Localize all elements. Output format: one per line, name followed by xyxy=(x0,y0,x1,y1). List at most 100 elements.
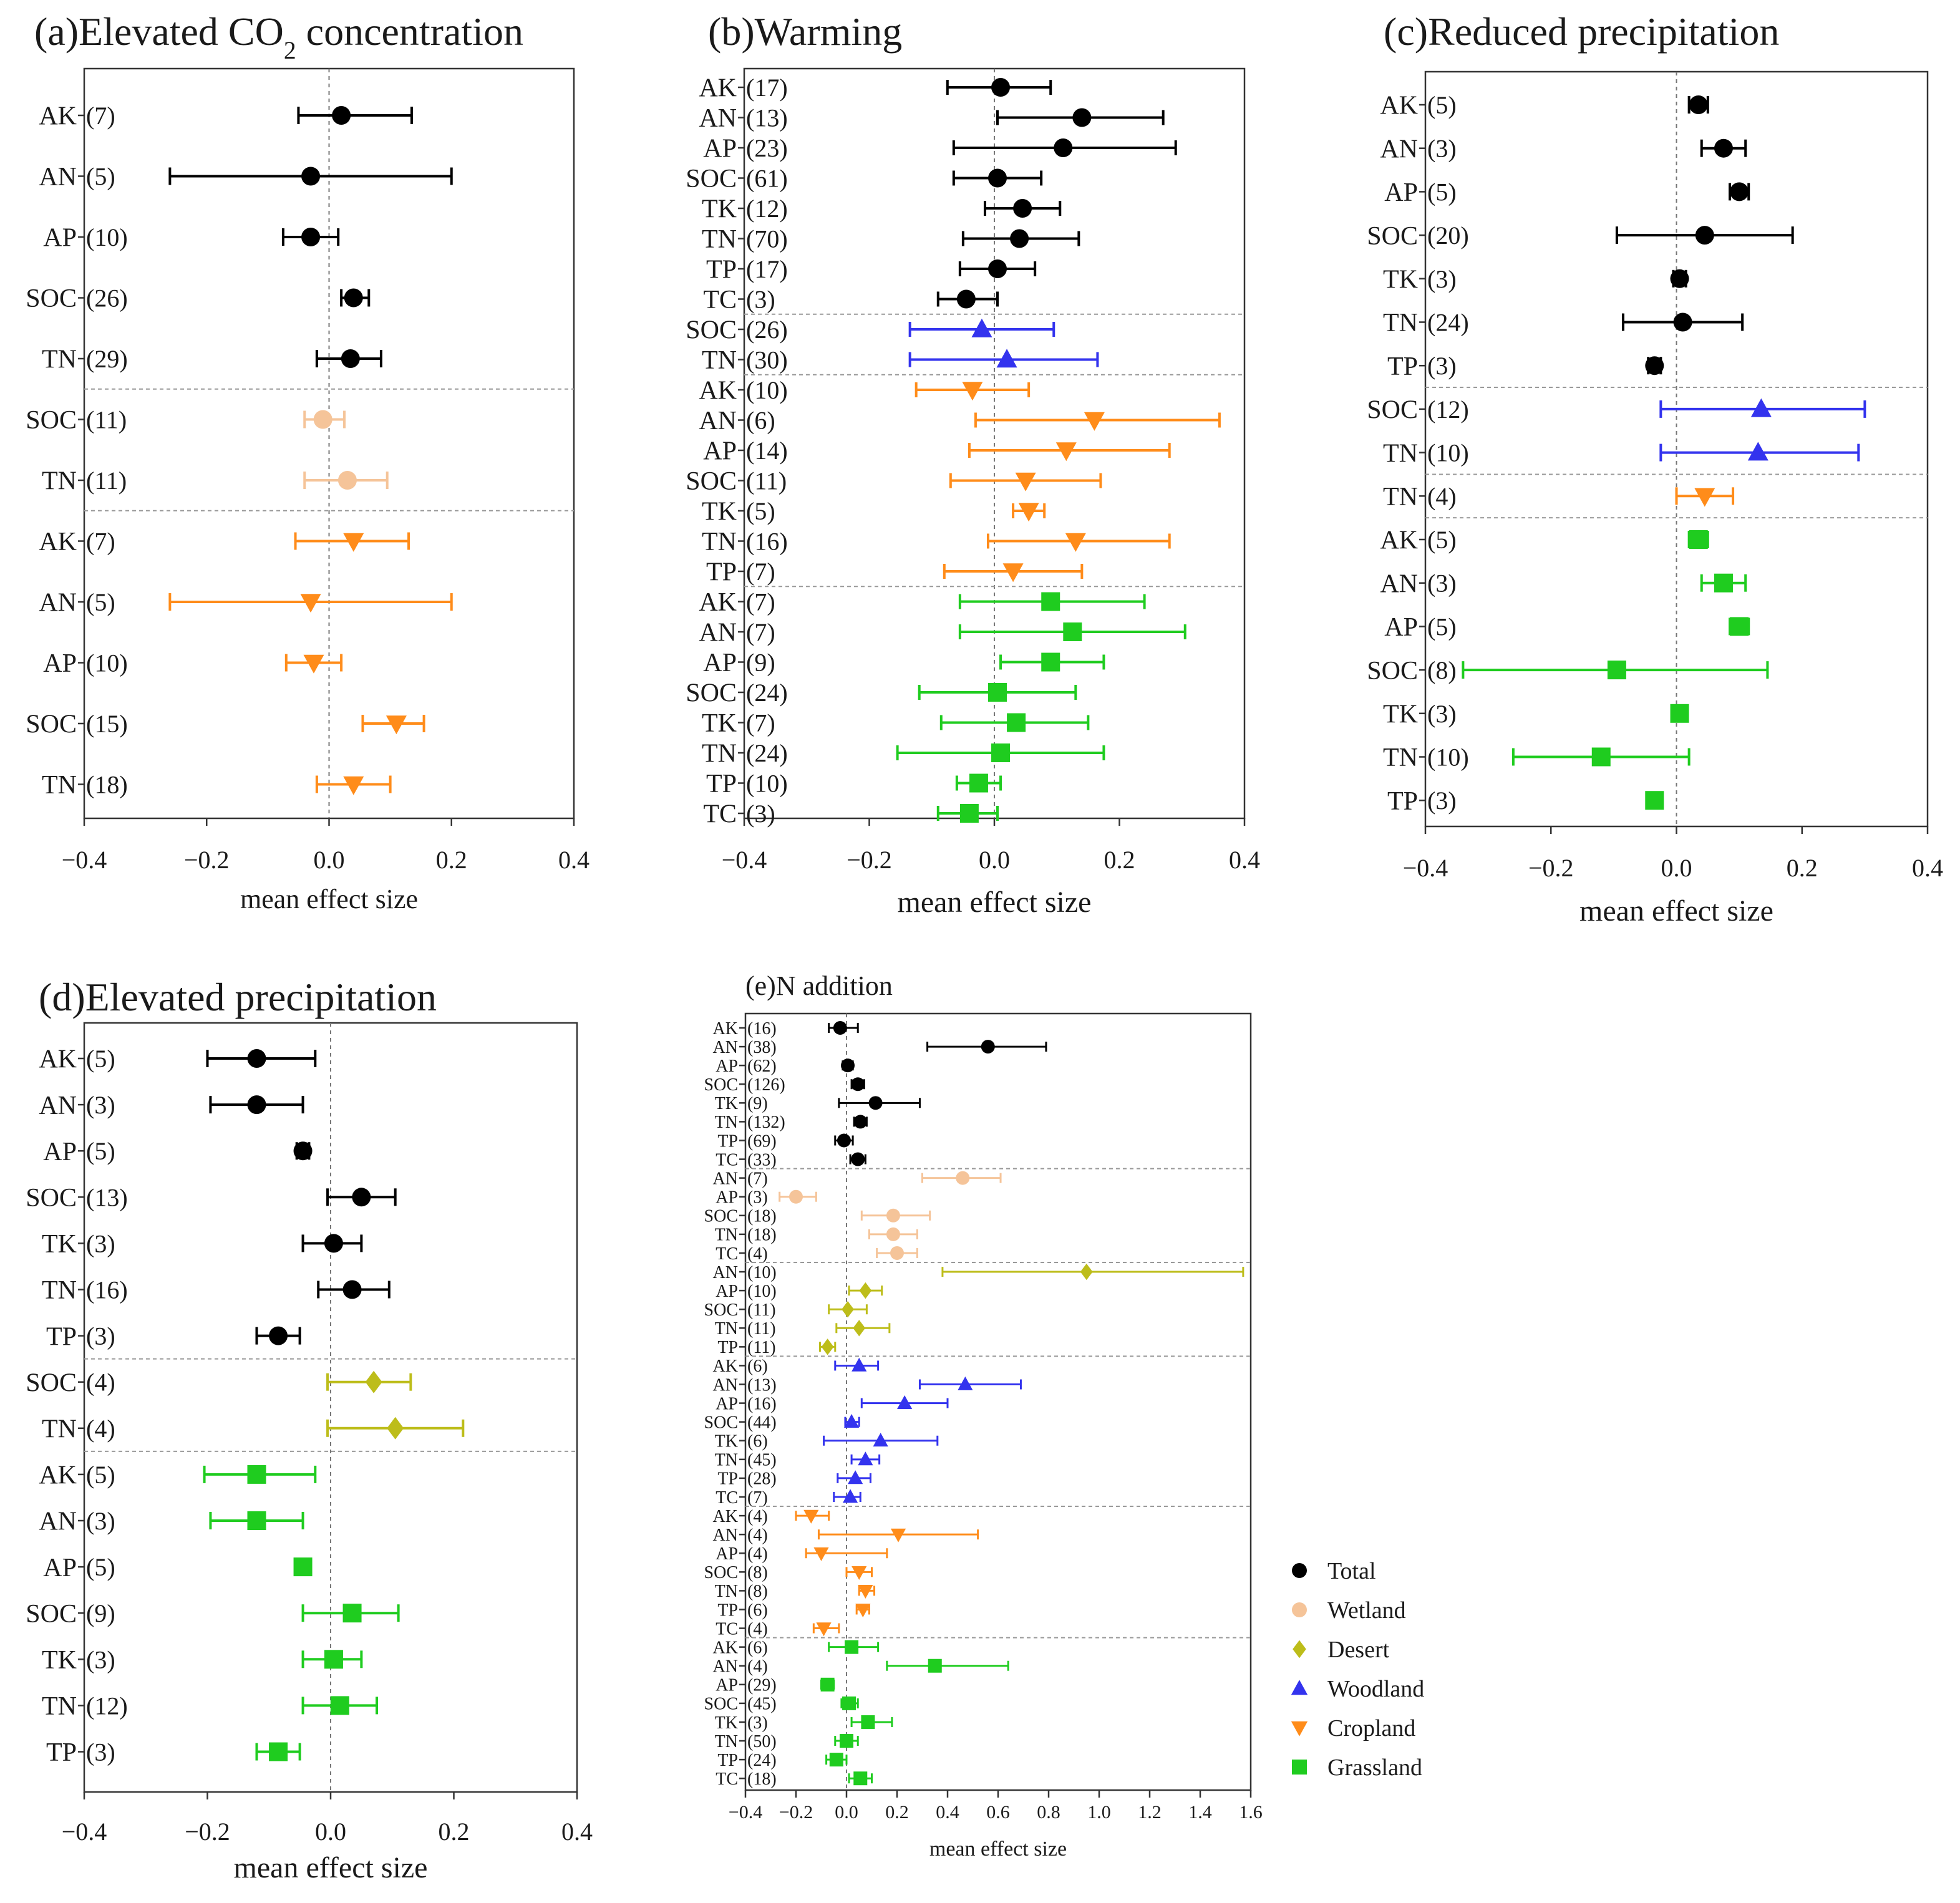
panel-e-frame xyxy=(744,1012,1252,1791)
mean-marker xyxy=(996,349,1017,368)
row-sample-size: (5) xyxy=(1427,613,1457,641)
row-label: AK xyxy=(1380,526,1418,555)
mean-marker xyxy=(365,1370,382,1393)
row-label: AK xyxy=(39,1461,77,1490)
x-tick-label: 0.6 xyxy=(986,1802,1010,1823)
row-sample-size: (10) xyxy=(86,223,128,251)
legend: Total Wetland Desert Woodland Cropland Grassl… xyxy=(1291,1558,1424,1781)
row-sample-size: (24) xyxy=(747,1751,777,1770)
title-subscript: 2 xyxy=(284,37,296,64)
row-sample-size: (13) xyxy=(86,1183,128,1211)
x-axis-label: mean effect size xyxy=(1579,894,1773,927)
row-label: AK xyxy=(39,528,77,556)
panel-b: (b)Warming −0.4 −0.2 0.0 0.2 0.4 mean effect s… xyxy=(686,9,1260,919)
mean-marker xyxy=(988,259,1007,278)
row-sample-size: (29) xyxy=(86,345,128,373)
mean-marker xyxy=(842,1696,856,1710)
row-label: TP xyxy=(717,1600,738,1620)
mean-marker xyxy=(247,1049,266,1068)
mean-marker xyxy=(1018,503,1039,522)
x-tick-label: −0.4 xyxy=(1403,854,1448,882)
mean-marker xyxy=(958,1376,973,1390)
row-label: AP xyxy=(1384,178,1418,207)
row-sample-size: (12) xyxy=(1427,395,1469,424)
row-sample-size: (3) xyxy=(86,1738,115,1766)
row-label: AK xyxy=(39,102,77,131)
row-label: AP xyxy=(703,649,737,677)
panel-e: (e)N addition −0.4 −0.2 0.0 0.2 0.4 0.6 0.8 1.0 1… xyxy=(704,971,1263,1861)
mean-marker xyxy=(387,1416,404,1440)
x-tick-label: 0.0 xyxy=(314,846,345,874)
row-label: TN xyxy=(42,467,77,496)
row-sample-size: (3) xyxy=(1427,135,1457,163)
row-sample-size: (3) xyxy=(747,1713,768,1733)
row-label: TP xyxy=(1387,352,1418,381)
row-sample-size: (14) xyxy=(746,437,788,465)
row-sample-size: (3) xyxy=(1427,787,1457,815)
row-label: TN xyxy=(1383,309,1418,337)
legend-marker xyxy=(1292,1563,1307,1578)
row-sample-size: (10) xyxy=(86,649,128,677)
mean-marker xyxy=(861,1715,875,1729)
row-label: SOC xyxy=(1367,396,1418,425)
row-label: TN xyxy=(42,771,77,800)
mean-marker xyxy=(1670,269,1689,288)
row-label: AP xyxy=(43,649,77,678)
mean-marker xyxy=(1730,182,1749,201)
panel-d-title: (d)Elevated precipitation xyxy=(39,975,437,1019)
row-label: TC xyxy=(716,1150,738,1169)
legend-label: Grassland xyxy=(1327,1755,1422,1781)
row-label: TP xyxy=(706,770,737,798)
row-sample-size: (4) xyxy=(86,1415,115,1443)
x-tick-label: 0.2 xyxy=(439,1818,470,1846)
mean-marker xyxy=(897,1395,913,1409)
mean-marker xyxy=(868,1096,883,1110)
mean-marker xyxy=(842,1301,854,1318)
row-sample-size: (10) xyxy=(746,770,788,798)
row-label: TP xyxy=(717,1470,738,1489)
row-sample-size: (4) xyxy=(747,1657,768,1677)
row-sample-size: (18) xyxy=(86,771,128,799)
mean-marker xyxy=(301,167,321,186)
x-axis-label: mean effect size xyxy=(898,886,1092,919)
row-sample-size: (62) xyxy=(747,1057,777,1076)
row-sample-size: (17) xyxy=(746,255,788,283)
row-sample-size: (7) xyxy=(746,588,775,616)
row-label: AP xyxy=(716,1188,738,1208)
row-label: AP xyxy=(43,1554,77,1582)
mean-marker xyxy=(1591,747,1611,767)
row-sample-size: (18) xyxy=(747,1226,777,1245)
mean-marker xyxy=(1055,442,1077,462)
mean-marker xyxy=(1689,530,1708,549)
row-sample-size: (9) xyxy=(746,649,775,677)
row-label: AK xyxy=(713,1357,738,1376)
row-label: TP xyxy=(706,558,737,587)
row-label: SOC xyxy=(686,467,737,496)
x-tick-label: 0.4 xyxy=(1229,846,1260,874)
row-sample-size: (10) xyxy=(746,376,788,404)
row-sample-size: (6) xyxy=(747,1357,768,1376)
mean-marker xyxy=(1670,704,1689,723)
mean-marker xyxy=(816,1622,832,1637)
row-sample-size: (7) xyxy=(746,558,775,586)
row-label: AK xyxy=(713,1507,738,1526)
mean-marker xyxy=(343,776,364,795)
row-label: AK xyxy=(713,1019,738,1039)
row-sample-size: (18) xyxy=(747,1770,777,1789)
row-sample-size: (3) xyxy=(747,1188,768,1208)
row-label: SOC xyxy=(1367,657,1418,685)
mean-marker xyxy=(324,1650,343,1669)
row-sample-size: (70) xyxy=(746,225,788,253)
row-sample-size: (16) xyxy=(747,1019,777,1039)
mean-marker xyxy=(959,804,979,823)
mean-marker xyxy=(301,228,321,246)
mean-marker xyxy=(303,654,324,674)
row-label: TK xyxy=(715,1713,738,1733)
row-label: AK xyxy=(699,588,737,617)
mean-marker xyxy=(324,1234,343,1253)
legend-marker xyxy=(1291,1721,1308,1736)
row-sample-size: (18) xyxy=(747,1207,777,1226)
row-sample-size: (126) xyxy=(747,1075,785,1095)
mean-marker xyxy=(341,349,360,368)
mean-marker xyxy=(1645,356,1664,375)
